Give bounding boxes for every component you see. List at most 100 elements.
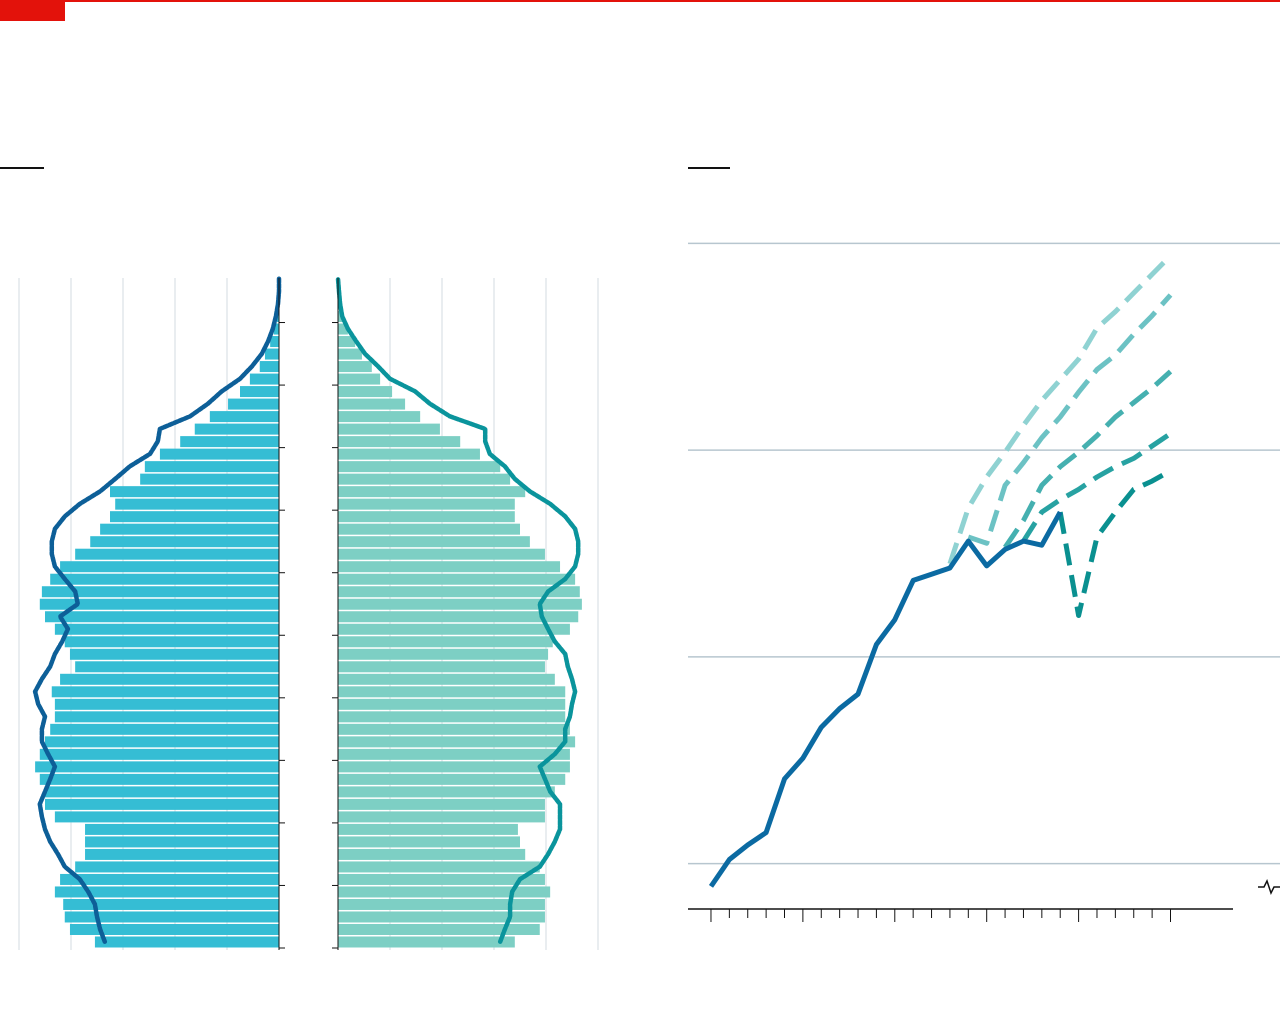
bar	[338, 811, 545, 823]
projection-line	[947, 254, 1173, 565]
bar	[338, 673, 555, 685]
bar	[338, 861, 540, 873]
outline	[335, 276, 581, 944]
bar	[110, 486, 279, 498]
bar	[45, 798, 279, 810]
bar	[54, 623, 279, 635]
bar	[338, 936, 515, 948]
bar	[338, 461, 501, 473]
bar	[144, 461, 279, 473]
bar	[45, 611, 279, 623]
bar	[69, 648, 280, 660]
bar	[338, 923, 540, 935]
bar	[338, 848, 526, 860]
bar	[338, 448, 480, 460]
bar	[338, 361, 372, 373]
data-line	[708, 510, 1063, 888]
bar	[60, 873, 279, 885]
bar	[273, 323, 279, 335]
bar	[228, 398, 279, 410]
pyramid-chart	[18, 276, 599, 950]
bar	[94, 936, 279, 948]
bar	[54, 811, 279, 823]
bar	[338, 586, 580, 598]
bar	[54, 698, 279, 710]
bar	[338, 873, 545, 885]
bar	[338, 436, 461, 448]
bar	[69, 923, 280, 935]
bar	[338, 786, 555, 798]
bar	[338, 336, 356, 348]
bar	[90, 536, 280, 548]
bar	[115, 498, 279, 510]
bar	[209, 411, 279, 423]
bar	[39, 748, 279, 760]
bar	[64, 911, 279, 923]
bar	[259, 361, 279, 373]
bar	[338, 498, 515, 510]
bar	[338, 773, 566, 785]
bar	[194, 423, 279, 435]
bar	[338, 698, 566, 710]
bar	[338, 723, 570, 735]
bar	[338, 886, 551, 898]
bar	[75, 548, 279, 560]
bar	[338, 623, 570, 635]
bar	[338, 348, 362, 360]
bar	[338, 711, 566, 723]
bar	[338, 648, 549, 660]
axis-break	[1258, 879, 1280, 895]
bar	[338, 323, 348, 335]
bar	[338, 473, 511, 485]
bar	[338, 748, 570, 760]
bar	[54, 711, 279, 723]
bar	[60, 561, 279, 573]
bar	[39, 773, 279, 785]
bar	[39, 598, 279, 610]
bar	[100, 523, 280, 535]
bar	[249, 373, 279, 385]
top-rule	[0, 0, 1280, 2]
bar	[51, 686, 280, 698]
chart-marker	[688, 167, 730, 169]
bar	[338, 736, 576, 748]
projection-line	[967, 293, 1173, 546]
bar	[63, 898, 280, 910]
bar	[338, 561, 561, 573]
bar	[264, 348, 279, 360]
bar	[338, 411, 421, 423]
bar	[64, 636, 279, 648]
bar	[338, 573, 576, 585]
bar	[338, 611, 579, 623]
bar	[41, 586, 279, 598]
bar	[338, 398, 406, 410]
projection-line	[1057, 468, 1172, 618]
bar	[110, 511, 279, 523]
bar	[338, 523, 520, 535]
bar	[338, 686, 566, 698]
bar	[50, 723, 280, 735]
bar	[338, 798, 545, 810]
bar	[338, 423, 440, 435]
bar	[338, 636, 553, 648]
bar	[338, 486, 526, 498]
bar	[338, 761, 570, 773]
bar	[338, 661, 545, 673]
bar	[180, 436, 279, 448]
bar	[45, 786, 279, 798]
bar	[338, 386, 393, 398]
bar	[85, 848, 279, 860]
bar	[338, 598, 582, 610]
bar	[159, 448, 279, 460]
bar	[60, 673, 279, 685]
bar	[45, 736, 279, 748]
bar	[338, 548, 545, 560]
bar	[85, 836, 279, 848]
bar	[240, 386, 279, 398]
brand-tag	[0, 0, 65, 21]
bar	[338, 536, 530, 548]
bar	[35, 761, 280, 773]
bar	[338, 373, 381, 385]
bar	[75, 861, 279, 873]
